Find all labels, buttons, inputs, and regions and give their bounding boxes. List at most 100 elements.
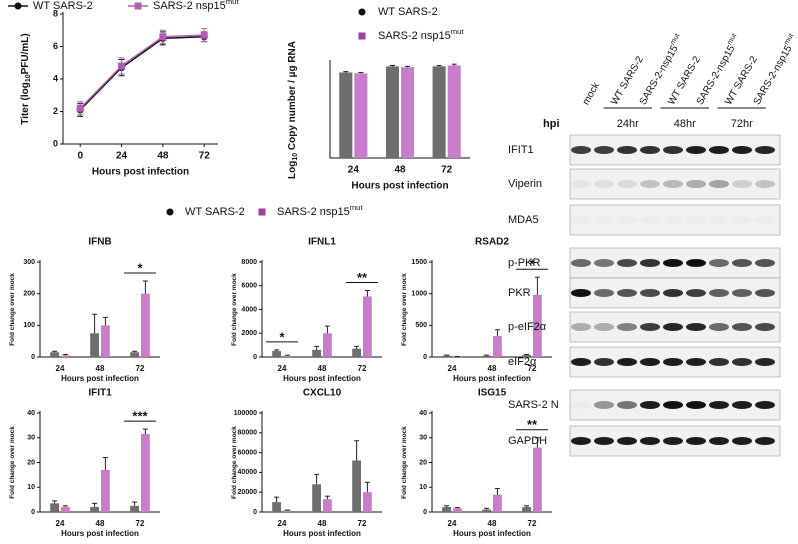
x-tick-label: 48 (157, 151, 169, 162)
band (663, 289, 683, 297)
timepoint-label: 48hr (674, 118, 696, 130)
x-tick-label: 24 (448, 519, 457, 528)
band (571, 289, 591, 297)
band (709, 216, 729, 224)
band (571, 323, 591, 331)
row-label: PKR (508, 287, 531, 299)
chart-title: ISG15 (478, 388, 507, 399)
lane-label-part: mut (670, 33, 682, 47)
y-tick-label: 6 (53, 41, 58, 51)
band (732, 180, 752, 188)
legend-label: SARS-2 nsp15mut (153, 0, 239, 12)
band (594, 358, 614, 366)
significance-label: * (279, 329, 285, 344)
band (732, 323, 752, 331)
chart-title: IFNB (88, 237, 111, 248)
lane-label: SARS-2-nsp15mut (750, 33, 798, 107)
x-tick-label: 72 (441, 165, 453, 176)
y-axis-label-part: Copy number / µg RNA (287, 41, 298, 153)
band (686, 216, 706, 224)
marker (159, 33, 167, 41)
legend-label: WT SARS-2 (33, 0, 93, 12)
y-axis-label-part: Fold change over mock (9, 426, 16, 499)
legend-label-part: mut (226, 0, 240, 6)
band (571, 216, 591, 224)
band (640, 358, 660, 366)
band (594, 259, 614, 267)
band (640, 437, 660, 445)
x-tick-label: 24 (278, 519, 287, 528)
bar (130, 505, 139, 512)
lane-label-part: mut (784, 33, 796, 47)
x-tick-label: 48 (488, 519, 497, 528)
legend-label-part: WT SARS-2 (378, 6, 438, 18)
band (571, 259, 591, 267)
bar (493, 336, 502, 357)
bar (482, 355, 491, 357)
lane-label-part: SARS-2-nsp15 (751, 43, 794, 107)
lane-label-part: mut (727, 33, 739, 47)
band (663, 437, 683, 445)
band (686, 358, 706, 366)
legend-marker (358, 8, 366, 16)
legend-label: WT SARS-2 (185, 206, 245, 218)
band (571, 401, 591, 409)
row-label: SARS-2 N (508, 399, 559, 411)
band (640, 401, 660, 409)
y-tick-label: 0 (31, 354, 35, 361)
x-tick-label: 72 (136, 519, 145, 528)
timepoint-label: 72hr (731, 118, 753, 130)
lane-label: mock (580, 80, 602, 107)
significance-label: ** (357, 270, 368, 285)
band (686, 180, 706, 188)
band (686, 289, 706, 297)
band (755, 146, 775, 154)
bar (354, 73, 368, 158)
row-label: MDA5 (508, 214, 539, 226)
band (755, 180, 775, 188)
x-axis-label: Hours post infection (61, 374, 139, 383)
band (617, 259, 637, 267)
band (663, 323, 683, 331)
band (571, 358, 591, 366)
band (709, 146, 729, 154)
band (709, 289, 729, 297)
line (79, 36, 205, 111)
row-label: GAPDH (508, 435, 547, 447)
legend-marker (134, 2, 142, 10)
band (755, 216, 775, 224)
y-axis-label: Fold change over mock (401, 426, 408, 499)
y-axis-label: Titer (log10PFU/mL) (20, 33, 33, 125)
band (640, 323, 660, 331)
band (755, 358, 775, 366)
band (732, 146, 752, 154)
bar (493, 494, 502, 512)
x-tick-label: 48 (96, 519, 105, 528)
bar (90, 507, 99, 512)
y-tick-label: 40 (419, 410, 427, 417)
x-tick-label: 72 (136, 364, 145, 373)
band (617, 401, 637, 409)
band (571, 180, 591, 188)
band (594, 216, 614, 224)
y-tick-label: 60000 (238, 449, 258, 456)
band (640, 180, 660, 188)
y-tick-label: 0 (423, 354, 427, 361)
y-axis-label-part: Titer (log (20, 82, 31, 125)
bar (50, 352, 59, 357)
bar (283, 355, 292, 357)
row-label: IFIT1 (508, 144, 534, 156)
y-axis-label-part: 10 (25, 74, 32, 82)
legend-marker (358, 32, 366, 40)
y-tick-label: 10 (27, 484, 35, 491)
x-axis-label: Hours post infection (453, 529, 531, 538)
bar (401, 67, 415, 158)
y-tick-label: 300 (23, 259, 35, 266)
x-tick-label: 48 (318, 519, 327, 528)
bar (323, 333, 332, 357)
y-tick-label: 40000 (238, 469, 258, 476)
legend-label-part: WT SARS-2 (33, 0, 93, 12)
y-axis-label-part: 10 (292, 153, 299, 161)
y-axis-label: Fold change over mock (231, 426, 238, 499)
y-tick-label: 2 (53, 106, 58, 116)
